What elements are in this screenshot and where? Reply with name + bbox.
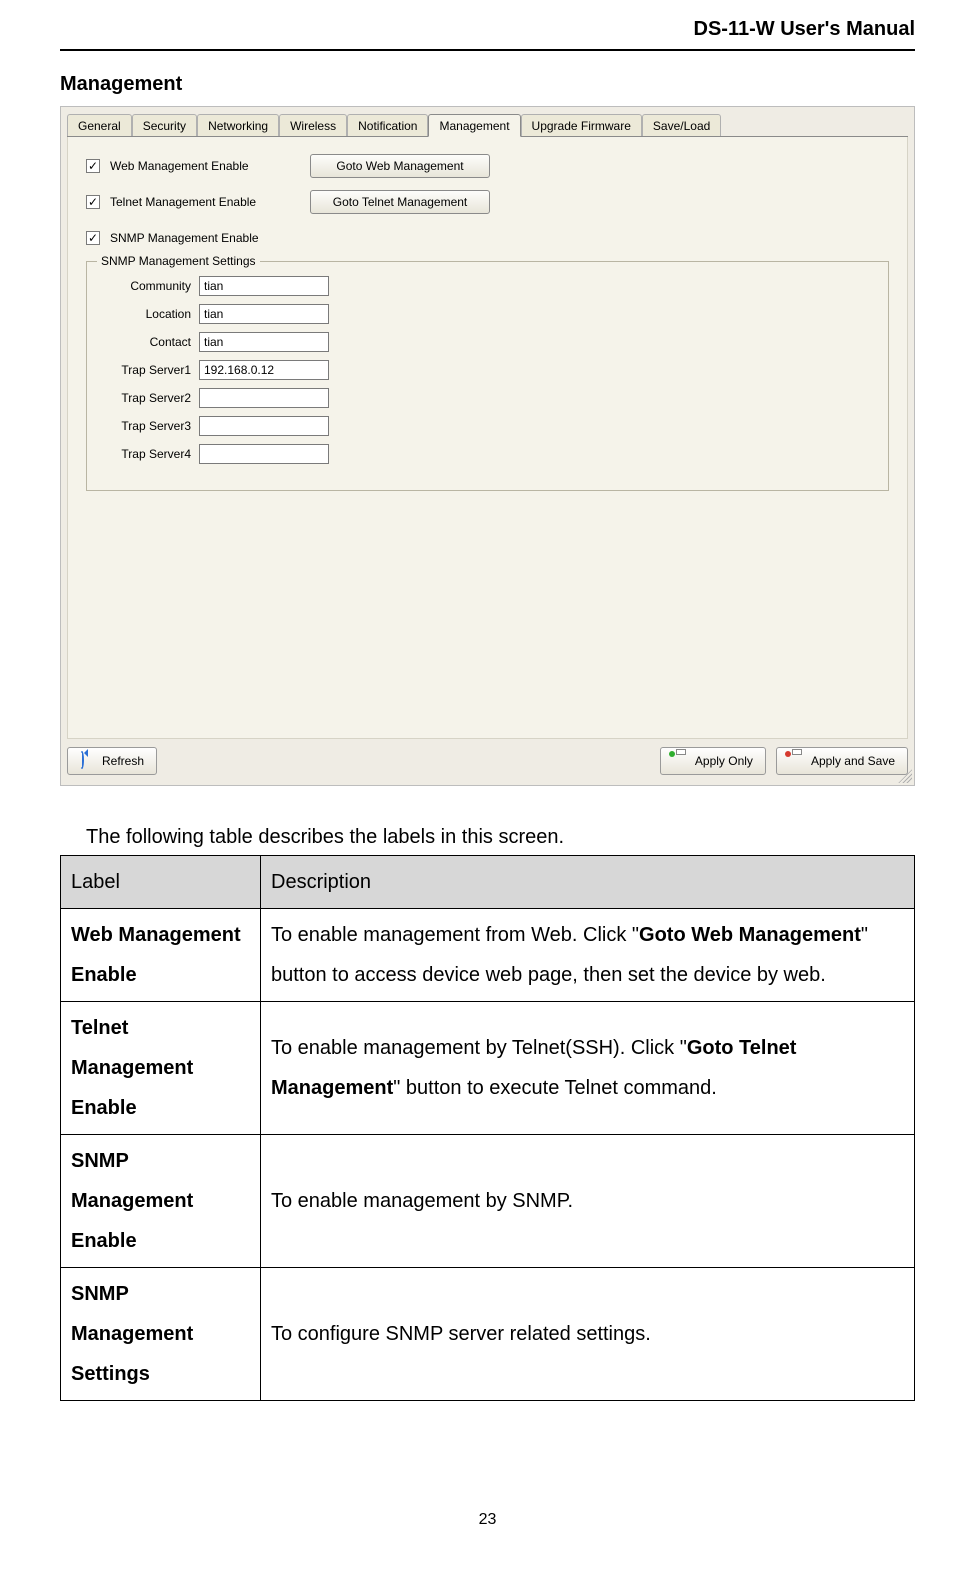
check-row: Telnet Management EnableGoto Telnet Mana… bbox=[86, 189, 889, 215]
management-screenshot: GeneralSecurityNetworkingWirelessNotific… bbox=[60, 106, 915, 786]
refresh-button[interactable]: Refresh bbox=[67, 747, 157, 775]
field-row: Trap Server2 bbox=[101, 388, 874, 408]
tab-general[interactable]: General bbox=[67, 114, 132, 136]
field-label: Trap Server3 bbox=[101, 419, 191, 433]
goto-button[interactable]: Goto Telnet Management bbox=[310, 190, 490, 214]
checkbox[interactable] bbox=[86, 195, 100, 209]
field-label: Trap Server4 bbox=[101, 447, 191, 461]
resize-grip-icon bbox=[898, 769, 912, 783]
tab-management[interactable]: Management bbox=[428, 114, 520, 137]
row-label: SNMP Management Settings bbox=[61, 1268, 261, 1401]
text-input[interactable] bbox=[199, 332, 329, 352]
tab-networking[interactable]: Networking bbox=[197, 114, 279, 136]
field-row: Community bbox=[101, 276, 874, 296]
field-row: Contact bbox=[101, 332, 874, 352]
refresh-icon bbox=[80, 753, 96, 769]
doc-header: DS-11-W User's Manual bbox=[60, 18, 915, 41]
tab-save-load[interactable]: Save/Load bbox=[642, 114, 721, 136]
table-row: SNMP Management EnableTo enable manageme… bbox=[61, 1135, 915, 1268]
intro-text: The following table describes the labels… bbox=[86, 826, 915, 849]
field-label: Community bbox=[101, 279, 191, 293]
row-description: To enable management by SNMP. bbox=[261, 1135, 915, 1268]
page-number: 23 bbox=[60, 1511, 915, 1529]
text-input[interactable] bbox=[199, 388, 329, 408]
snmp-settings-fieldset: SNMP Management Settings CommunityLocati… bbox=[86, 261, 889, 491]
checkbox-label: Web Management Enable bbox=[110, 159, 310, 173]
table-row: Web Management EnableTo enable managemen… bbox=[61, 909, 915, 1002]
text-input[interactable] bbox=[199, 444, 329, 464]
field-row: Trap Server1 bbox=[101, 360, 874, 380]
text-input[interactable] bbox=[199, 276, 329, 296]
field-label: Location bbox=[101, 307, 191, 321]
field-row: Trap Server4 bbox=[101, 444, 874, 464]
section-title: Management bbox=[60, 73, 915, 96]
check-row: SNMP Management Enable bbox=[86, 225, 889, 251]
apply-save-button[interactable]: Apply and Save bbox=[776, 747, 908, 775]
table-row: Telnet Management EnableTo enable manage… bbox=[61, 1002, 915, 1135]
row-description: To enable management from Web. Click "Go… bbox=[261, 909, 915, 1002]
row-description: To enable management by Telnet(SSH). Cli… bbox=[261, 1002, 915, 1135]
description-table: Label Description Web Management EnableT… bbox=[60, 855, 915, 1401]
check-row: Web Management EnableGoto Web Management bbox=[86, 153, 889, 179]
table-row: SNMP Management SettingsTo configure SNM… bbox=[61, 1268, 915, 1401]
fieldset-legend: SNMP Management Settings bbox=[97, 254, 260, 268]
row-label: Telnet Management Enable bbox=[61, 1002, 261, 1135]
tab-upgrade-firmware[interactable]: Upgrade Firmware bbox=[521, 114, 642, 136]
field-label: Trap Server2 bbox=[101, 391, 191, 405]
text-input[interactable] bbox=[199, 416, 329, 436]
text-input[interactable] bbox=[199, 304, 329, 324]
text-input[interactable] bbox=[199, 360, 329, 380]
goto-button[interactable]: Goto Web Management bbox=[310, 154, 490, 178]
field-row: Location bbox=[101, 304, 874, 324]
apply-only-label: Apply Only bbox=[695, 754, 753, 768]
tab-notification[interactable]: Notification bbox=[347, 114, 428, 136]
checkbox-label: SNMP Management Enable bbox=[110, 231, 310, 245]
apply-save-icon bbox=[789, 753, 805, 769]
field-label: Trap Server1 bbox=[101, 363, 191, 377]
tab-wireless[interactable]: Wireless bbox=[279, 114, 347, 136]
tab-security[interactable]: Security bbox=[132, 114, 197, 136]
refresh-label: Refresh bbox=[102, 754, 144, 768]
tab-panel-management: Web Management EnableGoto Web Management… bbox=[67, 137, 908, 739]
checkbox[interactable] bbox=[86, 159, 100, 173]
apply-only-icon bbox=[673, 753, 689, 769]
field-label: Contact bbox=[101, 335, 191, 349]
row-label: Web Management Enable bbox=[61, 909, 261, 1002]
apply-only-button[interactable]: Apply Only bbox=[660, 747, 766, 775]
table-head-desc: Description bbox=[261, 856, 915, 909]
tab-strip: GeneralSecurityNetworkingWirelessNotific… bbox=[67, 113, 908, 137]
header-rule bbox=[60, 49, 915, 51]
row-label: SNMP Management Enable bbox=[61, 1135, 261, 1268]
field-row: Trap Server3 bbox=[101, 416, 874, 436]
bottom-toolbar: Refresh Apply Only Apply and Save bbox=[67, 743, 908, 779]
row-description: To configure SNMP server related setting… bbox=[261, 1268, 915, 1401]
table-head-label: Label bbox=[61, 856, 261, 909]
apply-save-label: Apply and Save bbox=[811, 754, 895, 768]
checkbox-label: Telnet Management Enable bbox=[110, 195, 310, 209]
checkbox[interactable] bbox=[86, 231, 100, 245]
